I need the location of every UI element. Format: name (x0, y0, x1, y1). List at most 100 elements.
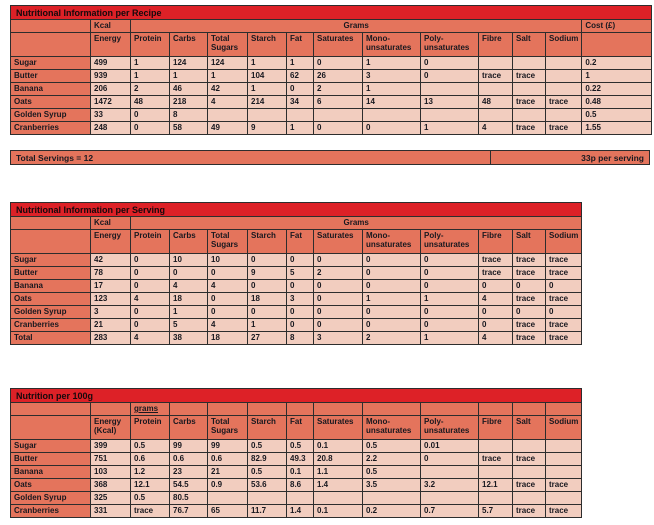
column-header: Fat (286, 229, 314, 254)
value-cell: 1472 (90, 95, 131, 109)
value-cell: 65 (207, 504, 248, 518)
value-cell: 0.5 (362, 465, 421, 479)
blank-header-cell (10, 415, 91, 440)
value-cell (478, 491, 513, 505)
value-cell (362, 491, 421, 505)
value-cell: 124 (169, 56, 208, 70)
value-cell: 48 (478, 95, 513, 109)
value-cell: 325 (90, 491, 131, 505)
value-cell: 76.7 (169, 504, 208, 518)
column-header-row: Energy (Kcal) Protein Carbs Total Sugars Sta… (10, 415, 583, 440)
value-cell: trace (130, 504, 170, 518)
value-cell: trace (512, 69, 546, 83)
value-cell: 103 (90, 465, 131, 479)
row-label: Oats (10, 95, 91, 109)
value-cell: 0 (286, 82, 314, 96)
value-cell: 1 (130, 56, 170, 70)
value-cell (478, 56, 513, 70)
column-header: Energy (90, 229, 131, 254)
value-cell: 5.7 (478, 504, 513, 518)
value-cell: 0 (362, 318, 421, 332)
value-cell: 99 (207, 439, 248, 453)
value-cell (313, 108, 363, 122)
value-cell (247, 108, 287, 122)
value-cell (512, 465, 546, 479)
value-cell: 48 (130, 95, 170, 109)
value-cell: trace (512, 292, 546, 306)
value-cell: 34 (286, 95, 314, 109)
nutrition-per-recipe-table: Kcal Grams Cost (£) Energy Protein Carbs Total… (10, 19, 653, 135)
unit-header-row: Kcal Grams (10, 216, 583, 230)
value-cell: 1.55 (581, 121, 653, 135)
value-cell: 3 (286, 292, 314, 306)
value-cell: 27 (247, 331, 287, 345)
value-cell: trace (478, 266, 513, 280)
row-label: Golden Syrup (10, 305, 91, 319)
value-cell: 5 (169, 318, 208, 332)
value-cell (420, 82, 479, 96)
value-cell: 1 (362, 292, 421, 306)
blank-unit-cell (169, 402, 208, 416)
value-cell (544, 439, 583, 453)
value-cell: 0.5 (247, 465, 287, 479)
serving-table-title: Nutritional Information per Serving (10, 202, 583, 217)
value-cell: 11.7 (247, 504, 287, 518)
value-cell (478, 108, 513, 122)
value-cell: 123 (90, 292, 131, 306)
unit-header-row: Kcal Grams Cost (£) (10, 19, 653, 33)
value-cell: 0 (544, 279, 583, 293)
value-cell: trace (512, 452, 546, 466)
table-row: Oats 123 4 18 0 18 3 0 1 1 4 trace trace (10, 292, 583, 306)
value-cell: 0 (313, 279, 363, 293)
value-cell: 0 (313, 121, 363, 135)
value-cell: trace (512, 318, 546, 332)
column-header: Fibre (478, 229, 513, 254)
value-cell: 82.9 (247, 452, 287, 466)
value-cell (478, 465, 513, 479)
value-cell: trace (512, 266, 546, 280)
value-cell: 10 (207, 253, 248, 267)
value-cell: 4 (130, 292, 170, 306)
value-cell: trace (544, 318, 583, 332)
value-cell (544, 452, 583, 466)
column-header: Protein (130, 32, 170, 57)
value-cell: 53.6 (247, 478, 287, 492)
value-cell: 58 (169, 121, 208, 135)
column-header: Salt (512, 415, 546, 440)
value-cell: trace (544, 331, 583, 345)
value-cell (544, 69, 583, 83)
value-cell: 42 (90, 253, 131, 267)
value-cell: 0.1 (286, 465, 314, 479)
value-cell: 1 (207, 69, 248, 83)
column-header: Protein (130, 415, 170, 440)
value-cell: 4 (130, 331, 170, 345)
value-cell: 49 (207, 121, 248, 135)
value-cell: 1 (362, 56, 421, 70)
value-cell: 0 (420, 253, 479, 267)
value-cell: 1.4 (286, 504, 314, 518)
value-cell: 1 (247, 56, 287, 70)
value-cell: 0 (313, 253, 363, 267)
value-cell: 331 (90, 504, 131, 518)
row-label: Cranberries (10, 318, 91, 332)
table-row: Oats 1472 48 218 4 214 34 6 14 13 48 trace trace 0.48 (10, 95, 653, 109)
value-cell: 4 (207, 318, 248, 332)
value-cell: 0 (247, 279, 287, 293)
row-label: Oats (10, 292, 91, 306)
value-cell: 0.5 (247, 439, 287, 453)
value-cell: 3 (313, 331, 363, 345)
value-cell: 0.2 (362, 504, 421, 518)
row-label: Banana (10, 465, 91, 479)
value-cell: 3 (90, 305, 131, 319)
value-cell: 1 (169, 69, 208, 83)
value-cell: 2.2 (362, 452, 421, 466)
value-cell: 38 (169, 331, 208, 345)
value-cell: 99 (169, 439, 208, 453)
blank-unit-cell (90, 402, 131, 416)
value-cell: 0 (130, 121, 170, 135)
unit-header-row: grams (10, 402, 583, 416)
value-cell: 0 (362, 253, 421, 267)
table-row: Banana 206 2 46 42 1 0 2 1 0.22 (10, 82, 653, 96)
value-cell: 0 (169, 266, 208, 280)
value-cell: 12.1 (478, 478, 513, 492)
